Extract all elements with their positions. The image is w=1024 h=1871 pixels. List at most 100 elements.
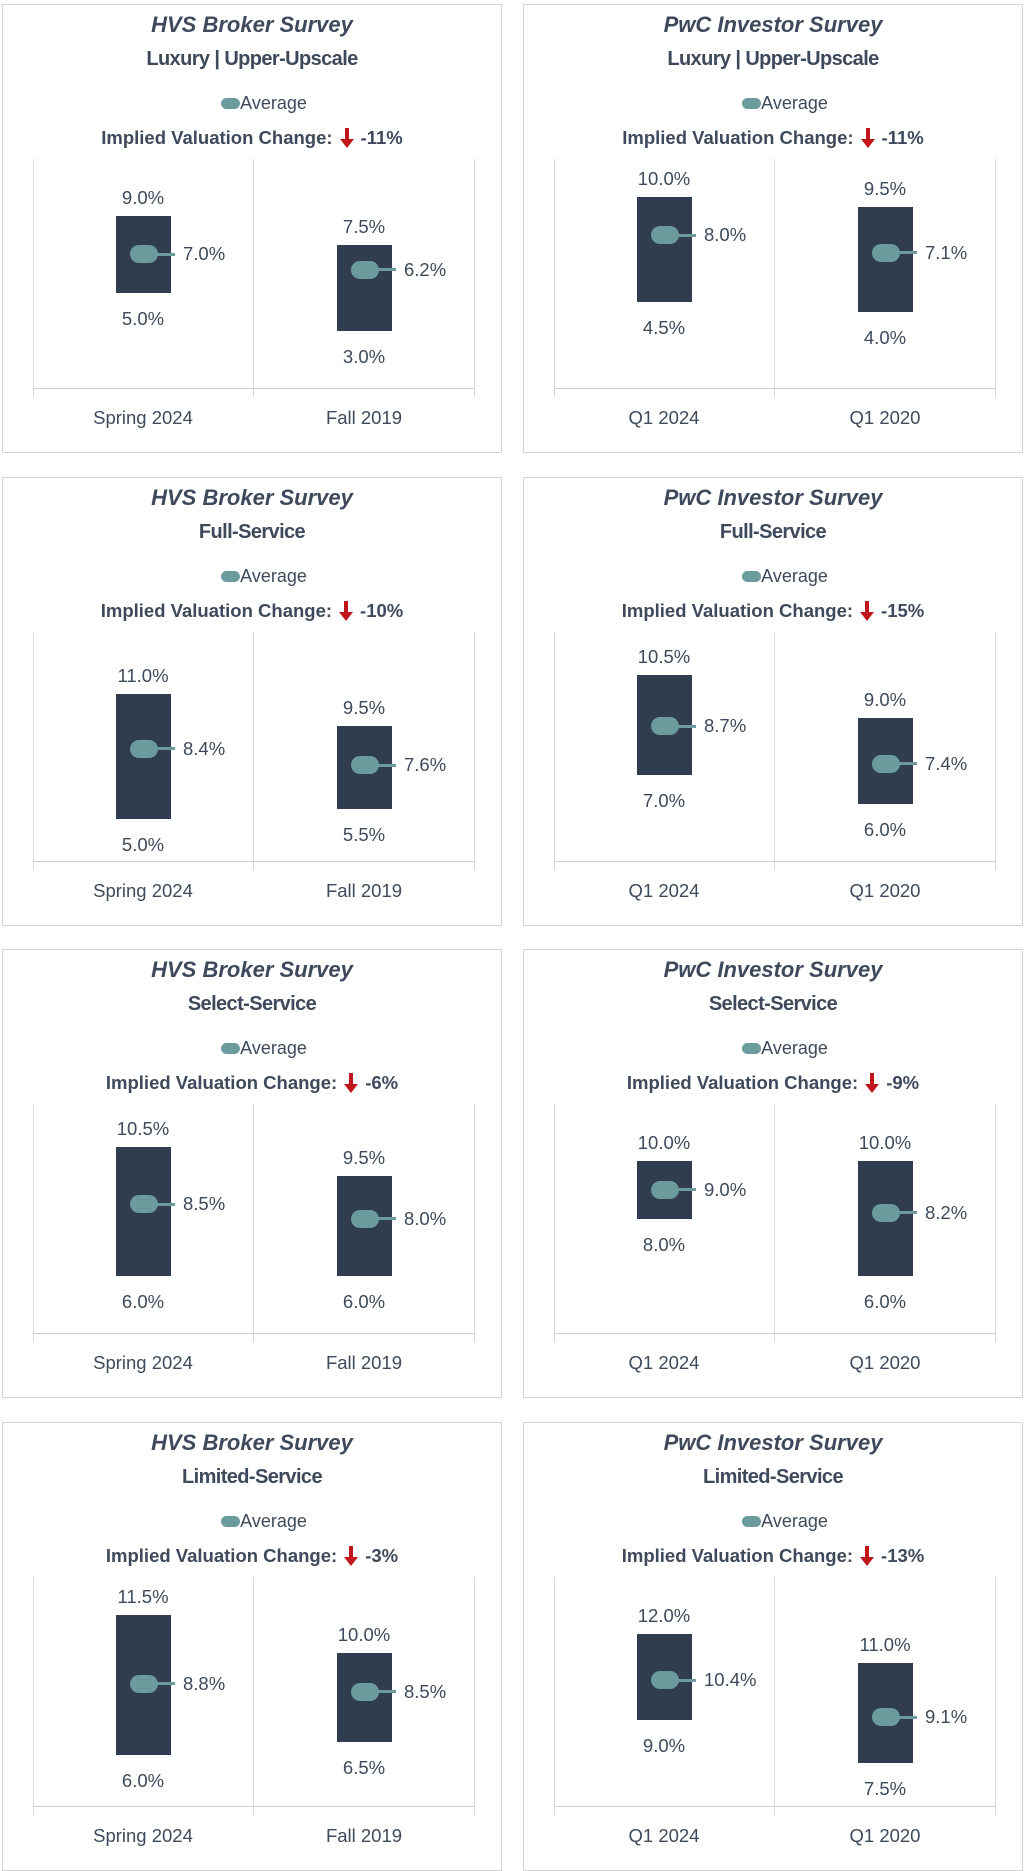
category-gridline [33,1577,34,1815]
average-value-label: 10.4% [704,1669,757,1691]
legend-label: Average [240,1038,307,1058]
high-value-label: 9.0% [863,688,907,710]
legend-label: Average [761,1511,828,1531]
category-label: Q1 2024 [628,1825,700,1846]
category-gridline [474,632,475,870]
average-marker [351,260,379,279]
legend-average-swatch [742,1043,762,1054]
category-gridline [995,632,996,870]
low-value-label: 6.0% [121,1290,165,1312]
average-marker [872,1203,900,1222]
category-label: Q1 2020 [849,880,921,901]
chart-panel: PwC Investor Survey Select-Service Average… [523,949,1023,1398]
average-marker [130,245,158,264]
chart-panel: HVS Broker Survey Full-Service Average Impl… [2,477,502,926]
chart-title: PwC Investor Survey [663,485,883,510]
low-value-label: 8.0% [642,1233,686,1255]
x-axis-line [33,388,475,389]
chart-subtitle: Full-Service [719,521,827,543]
category-gridline [253,1577,254,1815]
category-label: Fall 2019 [325,880,403,901]
average-marker [351,756,379,775]
average-leader-line [899,251,917,254]
average-leader-line [678,1188,696,1192]
category-gridline [33,632,34,870]
category-gridline [554,1104,555,1342]
high-value-label: 9.5% [863,177,907,199]
implied-change-value: -9% [886,1072,920,1093]
chart-legend: Average [3,93,501,114]
high-value-label: 10.5% [116,1117,170,1139]
implied-valuation-change: Implied Valuation Change: -3% [3,1545,501,1567]
low-value-label: 4.5% [642,317,686,339]
x-axis-line [33,1806,475,1807]
high-value-label: 10.0% [637,168,691,190]
low-value-label: 5.0% [121,834,165,856]
legend-average-swatch [742,1516,762,1527]
average-marker [872,243,900,262]
average-marker [651,717,679,736]
x-axis-line [554,861,996,862]
low-value-label: 4.0% [863,326,907,348]
range-bar [636,197,692,303]
average-value-label: 9.0% [704,1178,747,1200]
chart-subtitle: Limited-Service [703,1466,844,1488]
down-arrow-icon [338,601,354,621]
category-label: Spring 2024 [93,1352,193,1373]
implied-valuation-change: Implied Valuation Change: -11% [3,127,501,149]
average-value-label: 7.0% [183,243,226,265]
chart-legend: Average [524,1038,1022,1059]
range-bar [336,244,392,331]
average-value-label: 8.7% [704,715,747,737]
implied-change-label: Implied Valuation Change: [101,127,333,148]
implied-change-label: Implied Valuation Change: [621,600,854,621]
implied-change-label: Implied Valuation Change: [105,1072,338,1093]
category-label: Q1 2020 [849,1825,921,1846]
x-axis-line [554,388,996,389]
implied-valuation-change: Implied Valuation Change: -13% [524,1545,1022,1567]
chart-title: PwC Investor Survey [663,1430,883,1455]
average-marker [651,1180,679,1199]
category-label: Q1 2024 [628,1352,700,1373]
implied-change-value: -3% [365,1545,399,1566]
average-value-label: 7.4% [925,752,968,774]
low-value-label: 6.0% [342,1290,386,1312]
category-label: Spring 2024 [93,1825,193,1846]
implied-change-value: -10% [360,600,404,621]
implied-change-label: Implied Valuation Change: [621,1545,854,1566]
x-axis-line [33,1333,475,1334]
high-value-label: 9.5% [342,1146,386,1168]
x-axis-line [33,861,475,862]
average-value-label: 7.1% [925,241,968,263]
down-arrow-icon [343,1546,359,1566]
low-value-label: 7.0% [642,790,686,812]
average-leader-line [378,1217,396,1220]
down-arrow-icon [859,601,875,621]
average-leader-line [378,1690,396,1693]
low-value-label: 6.0% [121,1770,165,1792]
down-arrow-icon [859,1546,875,1566]
average-value-label: 7.6% [404,754,447,776]
legend-label: Average [240,1511,307,1531]
average-marker [651,1671,679,1690]
legend-average-swatch [221,571,241,582]
chart-subtitle: Select-Service [187,993,317,1015]
category-gridline [554,632,555,870]
average-leader-line [378,268,396,272]
average-leader-line [157,747,175,751]
high-value-label: 11.5% [117,1586,169,1608]
average-marker [351,1209,379,1228]
low-value-label: 7.5% [863,1778,907,1800]
average-marker [872,754,900,773]
average-leader-line [678,724,696,728]
down-arrow-icon [860,128,876,148]
category-gridline [253,632,254,870]
implied-change-label: Implied Valuation Change: [105,1545,338,1566]
high-value-label: 9.5% [342,696,386,718]
chart-panel: PwC Investor Survey Luxury | Upper-Upscal… [523,4,1023,453]
chart-panel: HVS Broker Survey Luxury | Upper-Upscale A… [2,4,502,453]
legend-average-swatch [742,571,762,582]
chart-subtitle: Select-Service [708,993,838,1015]
legend-label: Average [761,1038,828,1058]
chart-legend: Average [524,1511,1022,1532]
